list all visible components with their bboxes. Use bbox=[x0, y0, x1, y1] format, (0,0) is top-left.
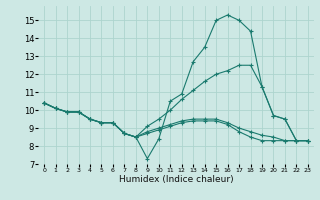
X-axis label: Humidex (Indice chaleur): Humidex (Indice chaleur) bbox=[119, 175, 233, 184]
